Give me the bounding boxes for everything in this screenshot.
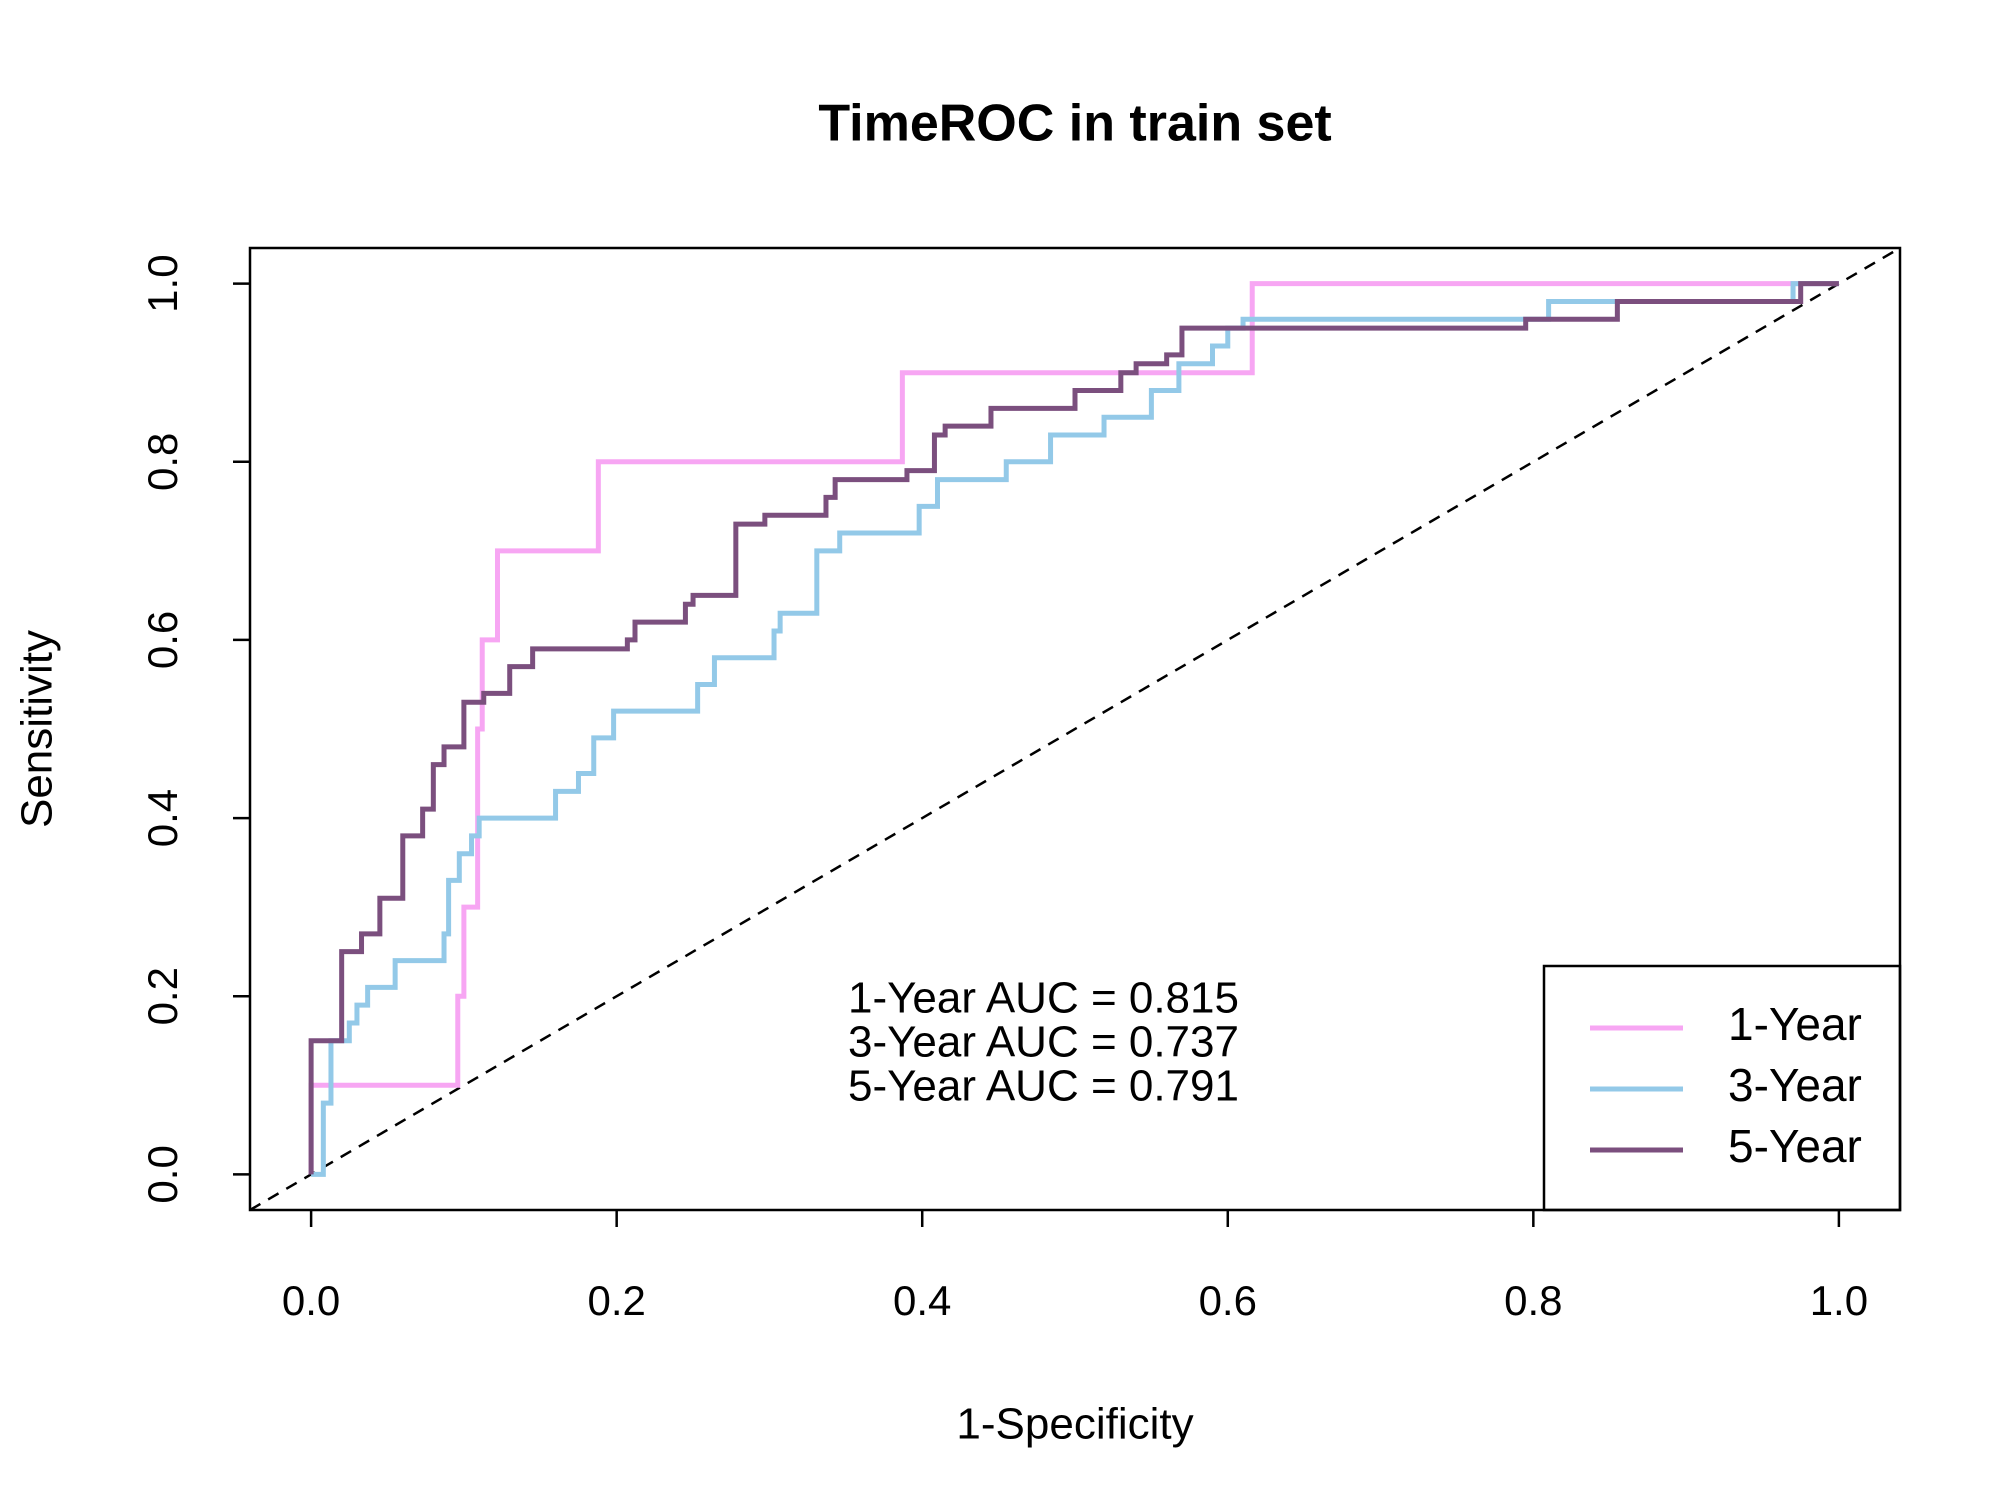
- x-tick-label: 0.4: [893, 1277, 951, 1324]
- annotation: 3-Year AUC = 0.737: [848, 1018, 1239, 1067]
- roc-curve: [311, 281, 1839, 1177]
- x-axis-label: 1-Specificity: [956, 1400, 1193, 1449]
- x-tick-label: 1.0: [1810, 1277, 1868, 1324]
- y-axis-label: Sensitivity: [13, 630, 62, 828]
- x-tick-label: 0.2: [587, 1277, 645, 1324]
- y-tick-label: 0.2: [139, 967, 186, 1025]
- y-tick-label: 0.8: [139, 433, 186, 491]
- roc-curve: [308, 281, 1839, 1175]
- y-tick-label: 0.0: [139, 1145, 186, 1203]
- x-tick-label: 0.0: [282, 1277, 340, 1324]
- legend-label: 5-Year: [1728, 1120, 1862, 1172]
- x-tick-label: 0.6: [1199, 1277, 1257, 1324]
- annotation: 5-Year AUC = 0.791: [848, 1062, 1239, 1111]
- roc-curve: [308, 281, 1839, 1175]
- y-tick-label: 1.0: [139, 254, 186, 312]
- annotation: 1-Year AUC = 0.815: [848, 974, 1239, 1023]
- y-tick-label: 0.4: [139, 789, 186, 847]
- x-tick-label: 0.8: [1504, 1277, 1562, 1324]
- legend-label: 3-Year: [1728, 1059, 1862, 1111]
- legend-label: 1-Year: [1728, 998, 1862, 1050]
- reference-diagonal: [249, 246, 1901, 1212]
- chart-title: TimeROC in train set: [818, 95, 1331, 153]
- y-tick-label: 0.6: [139, 611, 186, 669]
- plot-frame: [248, 246, 1902, 1212]
